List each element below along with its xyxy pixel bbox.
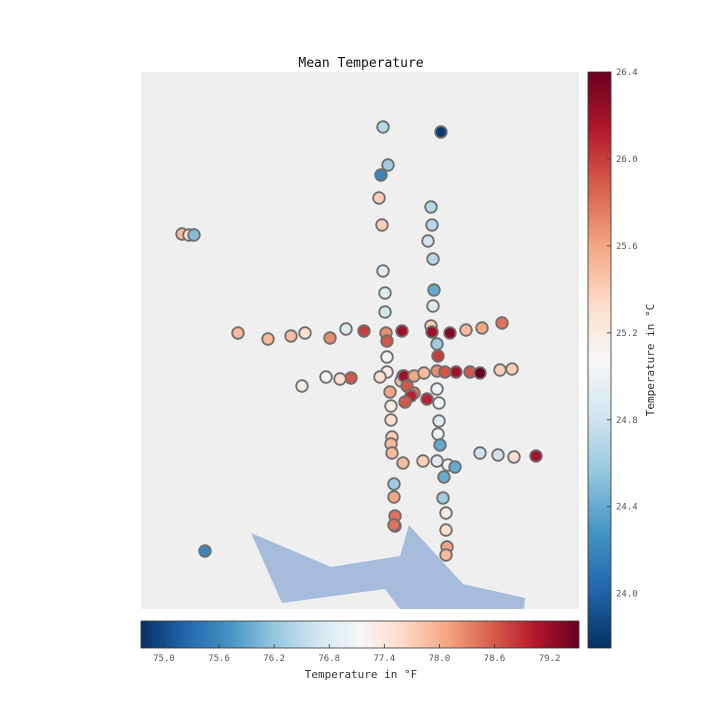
station-marker: [443, 326, 457, 340]
station-marker: [319, 370, 333, 384]
station-marker: [396, 456, 410, 470]
station-marker: [339, 322, 353, 336]
celsius-tick-label: 25.2: [616, 329, 638, 339]
station-marker: [198, 544, 212, 558]
station-marker: [459, 323, 473, 337]
station-marker: [398, 395, 412, 409]
fahrenheit-tick-label: 75.6: [208, 654, 230, 664]
station-marker: [323, 331, 337, 345]
station-markers: [175, 120, 543, 562]
station-marker: [432, 414, 446, 428]
station-marker: [387, 477, 401, 491]
station-marker: [383, 385, 397, 399]
celsius-tick-label: 24.8: [616, 416, 638, 426]
station-marker: [505, 362, 519, 376]
fahrenheit-tick-label: 78.6: [484, 654, 506, 664]
station-marker: [439, 523, 453, 537]
station-marker: [431, 427, 445, 441]
station-marker: [333, 372, 347, 386]
station-marker: [373, 370, 387, 384]
celsius-tick-label: 26.0: [616, 155, 638, 165]
station-marker: [231, 326, 245, 340]
celsius-colorbar: [587, 71, 612, 649]
station-marker: [380, 350, 394, 364]
station-marker: [357, 324, 371, 338]
station-marker: [426, 299, 440, 313]
fahrenheit-colorbar-label: Temperature in °F: [305, 668, 418, 681]
station-marker: [344, 371, 358, 385]
fahrenheit-tick-label: 76.8: [318, 654, 340, 664]
station-marker: [430, 337, 444, 351]
station-marker: [475, 321, 489, 335]
station-marker: [375, 218, 389, 232]
station-marker: [495, 316, 509, 330]
station-marker: [425, 325, 439, 339]
station-marker: [387, 490, 401, 504]
station-marker: [385, 446, 399, 460]
station-marker: [436, 491, 450, 505]
station-marker: [449, 365, 463, 379]
station-marker: [378, 286, 392, 300]
station-marker: [473, 366, 487, 380]
station-marker: [416, 454, 430, 468]
station-marker: [417, 366, 431, 380]
fahrenheit-tick-label: 76.2: [263, 654, 285, 664]
station-marker: [433, 438, 447, 452]
station-marker: [434, 125, 448, 139]
station-marker: [372, 191, 386, 205]
station-marker: [187, 228, 201, 242]
station-marker: [448, 460, 462, 474]
station-marker: [529, 449, 543, 463]
station-marker: [507, 450, 521, 464]
fahrenheit-tick-label: 79.2: [539, 654, 561, 664]
celsius-tick-label: 24.0: [616, 590, 638, 600]
station-marker: [376, 120, 390, 134]
station-marker: [374, 168, 388, 182]
station-marker: [424, 200, 438, 214]
station-marker: [431, 349, 445, 363]
fahrenheit-tick-label: 77.4: [373, 654, 395, 664]
celsius-tick-label: 26.4: [616, 68, 638, 78]
station-marker: [439, 506, 453, 520]
celsius-colorbar-ticks: 24.0 24.4 24.8 25.2 25.6 26.0 26.4: [607, 68, 638, 600]
celsius-colorbar-label: Temperature in °C: [644, 304, 657, 417]
station-marker: [295, 379, 309, 393]
station-marker: [493, 363, 507, 377]
fahrenheit-colorbar-ticks: 75.0 75.6 76.2 76.8 77.4 78.0 78.6 79.2: [153, 644, 560, 664]
station-marker: [378, 305, 392, 319]
station-marker: [491, 448, 505, 462]
station-marker: [384, 399, 398, 413]
station-marker: [284, 329, 298, 343]
fahrenheit-tick-label: 78.0: [429, 654, 451, 664]
station-marker: [430, 382, 444, 396]
station-marker: [380, 334, 394, 348]
map-area: [141, 72, 579, 609]
water-body: [251, 525, 525, 609]
station-marker: [430, 454, 444, 468]
station-marker: [438, 365, 452, 379]
station-marker: [427, 283, 441, 297]
fahrenheit-tick-label: 75.0: [153, 654, 175, 664]
chart-title: Mean Temperature: [298, 56, 423, 71]
station-marker: [437, 470, 451, 484]
station-marker: [420, 392, 434, 406]
fahrenheit-colorbar: [140, 620, 580, 649]
station-marker: [376, 264, 390, 278]
station-marker: [395, 324, 409, 338]
station-marker: [473, 446, 487, 460]
station-marker: [426, 252, 440, 266]
celsius-tick-label: 24.4: [616, 503, 638, 513]
station-marker: [387, 518, 401, 532]
station-marker: [381, 158, 395, 172]
station-marker: [439, 548, 453, 562]
celsius-tick-label: 25.6: [616, 242, 638, 252]
station-marker: [432, 396, 446, 410]
station-marker: [421, 234, 435, 248]
station-marker: [384, 413, 398, 427]
station-marker: [261, 332, 275, 346]
station-marker: [425, 218, 439, 232]
station-marker: [298, 326, 312, 340]
